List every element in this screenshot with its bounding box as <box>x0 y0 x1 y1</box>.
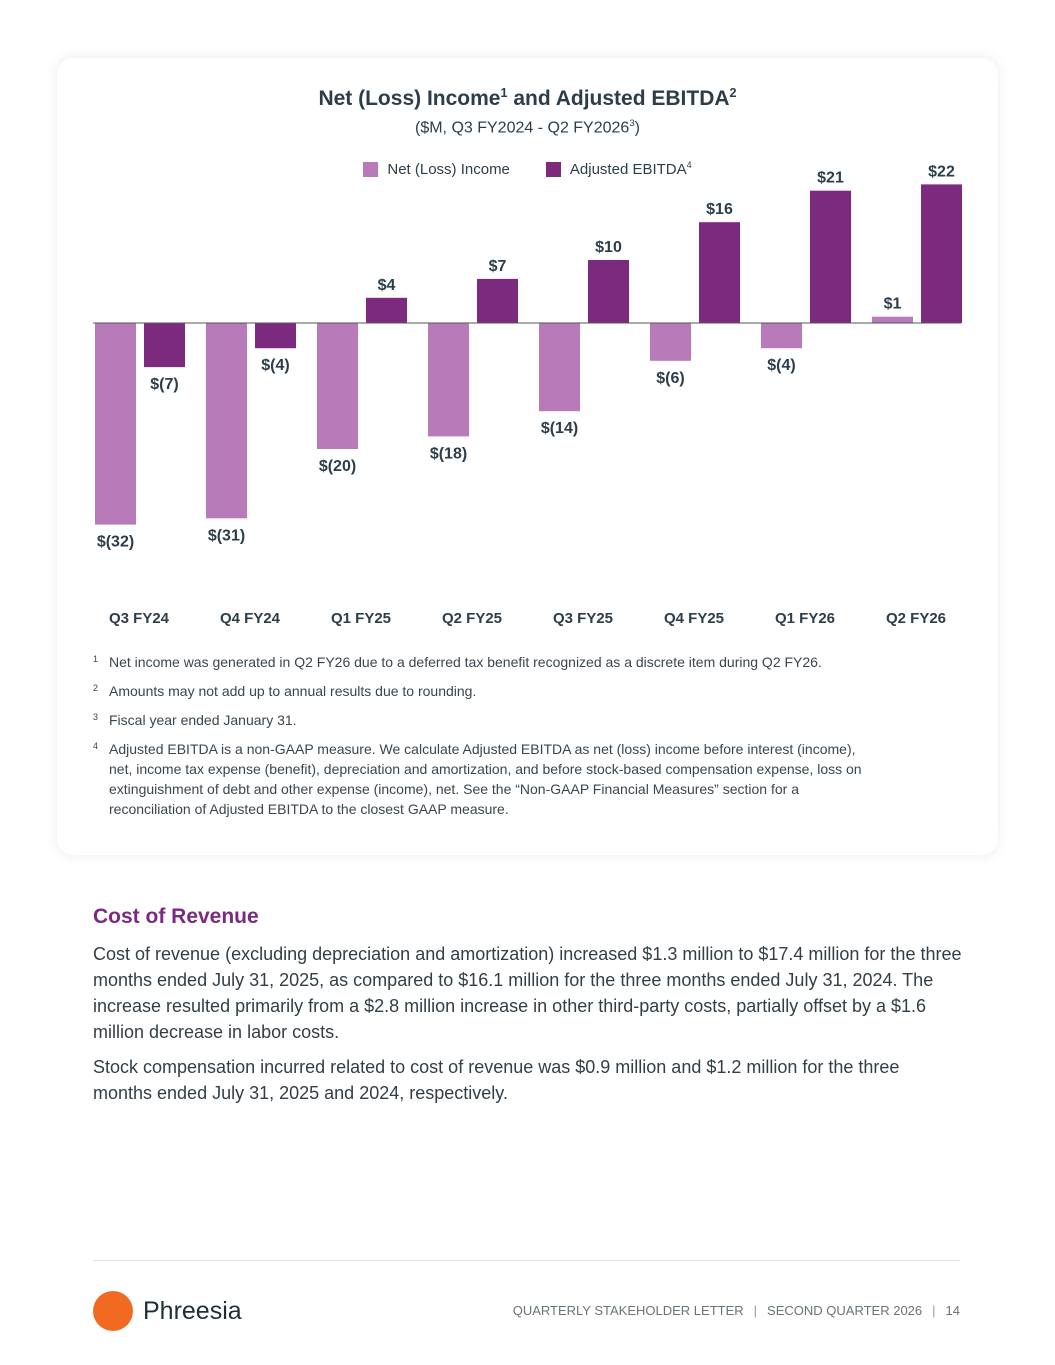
data-label: $(32) <box>97 534 134 551</box>
legend-swatch <box>545 161 561 177</box>
data-label: $(31) <box>208 527 245 544</box>
footnotes: 1 Net income was generated in Q2 FY26 due… <box>93 652 923 828</box>
paragraph: Cost of revenue (excluding depreciation … <box>93 944 962 1042</box>
footer-period: SECOND QUARTER 2026 <box>767 1303 923 1318</box>
brand-name: Phreesia <box>143 1296 242 1325</box>
bar-chart: $(32) $(7) Q3 FY24 $(31) $(4) Q4 FY24 $(20) $4 Q… <box>93 163 962 627</box>
footnote: 3 Fiscal year ended January 31. <box>93 712 297 728</box>
data-label: $1 <box>884 296 902 313</box>
data-label: $(4) <box>767 357 795 374</box>
x-tick-label: Q3 FY25 <box>553 610 613 627</box>
logo-circle-icon <box>93 1291 133 1331</box>
chart-subtitle: ($M, Q3 FY2024 - Q2 FY20263) <box>415 118 640 137</box>
data-label: $(18) <box>430 445 467 462</box>
data-label: $10 <box>595 239 622 256</box>
bar <box>477 278 518 323</box>
data-label: $(14) <box>541 420 578 437</box>
bar <box>95 323 136 525</box>
bar <box>699 222 740 323</box>
legend-item-adjusted-ebitda: Adjusted EBITDA4 <box>545 160 692 178</box>
footer-divider <box>93 1260 960 1261</box>
bar <box>921 184 962 323</box>
section-heading: Cost of Revenue <box>93 905 259 928</box>
paragraph: Stock compensation incurred related to c… <box>93 1057 900 1103</box>
data-label: $16 <box>706 201 733 218</box>
data-label: $(7) <box>150 376 178 393</box>
bar <box>539 323 580 412</box>
bar <box>317 323 358 449</box>
data-label: $4 <box>378 277 396 294</box>
x-tick-label: Q2 FY25 <box>442 610 502 627</box>
legend-label: Net (Loss) Income <box>387 160 510 178</box>
legend-swatch <box>363 161 379 177</box>
bar <box>144 323 185 368</box>
data-label: $(20) <box>319 458 356 475</box>
data-label: $22 <box>928 163 955 180</box>
x-tick-label: Q4 FY24 <box>220 610 281 627</box>
bar <box>810 190 851 323</box>
legend-label: Adjusted EBITDA <box>569 161 687 178</box>
bar <box>761 323 802 349</box>
footnote: 1 Net income was generated in Q2 FY26 due… <box>93 654 822 670</box>
bar <box>650 323 691 361</box>
page-number: 14 <box>945 1303 960 1318</box>
x-tick-label: Q1 FY26 <box>775 610 835 627</box>
bar <box>588 260 629 323</box>
bar <box>872 316 913 323</box>
page-footer: QUARTERLY STAKEHOLDER LETTER | SECOND QUA… <box>512 1303 960 1318</box>
x-tick-label: Q1 FY25 <box>331 610 391 627</box>
x-tick-label: Q2 FY26 <box>886 610 946 627</box>
bar <box>428 323 469 437</box>
x-tick-label: Q4 FY25 <box>664 610 724 627</box>
data-label: $21 <box>817 170 844 187</box>
data-label: $(6) <box>656 370 684 387</box>
phreesia-logo: Phreesia <box>93 1291 242 1331</box>
x-tick-label: Q3 FY24 <box>109 610 170 627</box>
footnote: 4 Adjusted EBITDA is a non-GAAP measure. … <box>93 741 862 817</box>
bar <box>206 323 247 519</box>
legend-item-net-income: Net (Loss) Income <box>363 160 510 178</box>
footnote: 2 Amounts may not add up to annual result… <box>93 683 477 699</box>
footer-doc-title: QUARTERLY STAKEHOLDER LETTER <box>512 1303 744 1318</box>
data-label: $7 <box>489 258 507 275</box>
chart-legend: Net (Loss) Income Adjusted EBITDA4 <box>0 160 1055 178</box>
section-body: Cost of revenue (excluding depreciation … <box>93 941 963 1115</box>
bar <box>255 323 296 349</box>
chart-title: Net (Loss) Income1 and Adjusted EBITDA2 <box>318 86 737 110</box>
bar <box>366 297 407 323</box>
data-label: $(4) <box>261 357 289 374</box>
